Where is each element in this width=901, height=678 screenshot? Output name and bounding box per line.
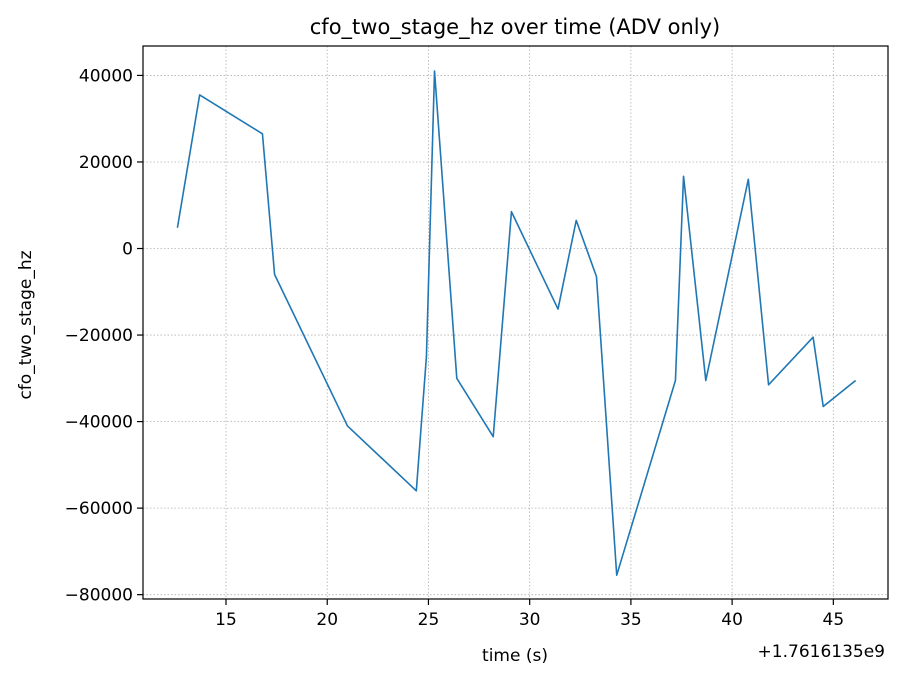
y-tick-label: −60000 [65,499,133,519]
x-tick-label: 25 [418,610,440,630]
y-axis-title: cfo_two_stage_hz [16,250,36,399]
chart-title: cfo_two_stage_hz over time (ADV only) [310,15,720,40]
y-tick-label: −80000 [65,586,133,606]
series-layer [176,70,857,577]
plot-frame [142,45,889,600]
x-tick-label: 35 [620,610,642,630]
x-tick-label: 40 [721,610,743,630]
x-axis-offset-label: +1.7616135e9 [758,642,885,662]
x-axis-title: time (s) [482,646,548,666]
x-tick-label: 30 [519,610,541,630]
y-tick-label: 40000 [79,66,133,86]
x-tick-label: 45 [823,610,845,630]
y-tick-label: 20000 [79,153,133,173]
grid [143,46,888,599]
x-tick-label: 20 [316,610,338,630]
y-tick-label: −20000 [65,326,133,346]
y-tick-label: −40000 [65,413,133,433]
y-tick-label: 0 [122,240,133,260]
ticks: 15 20 25 30 35 40 45 40000 20000 0 −20000 −40000 −60… [65,66,844,630]
series-line [176,70,857,577]
x-tick-label: 15 [215,610,237,630]
